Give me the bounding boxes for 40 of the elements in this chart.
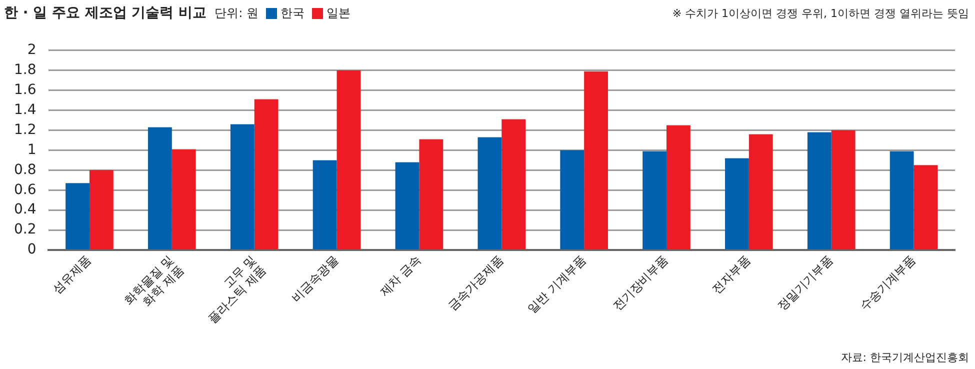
y-tick-label: 2: [27, 42, 36, 58]
bar: [890, 151, 914, 250]
bar: [254, 99, 278, 250]
y-tick-label: 0.2: [14, 222, 36, 238]
bar: [642, 151, 666, 250]
legend-label: 한국: [280, 4, 304, 22]
y-tick-label: 1.4: [14, 102, 36, 118]
bar: [419, 139, 444, 250]
bar: [502, 119, 526, 250]
bar: [584, 71, 608, 250]
x-tick-label: 제차 금속: [376, 252, 424, 300]
bar: [172, 149, 196, 250]
y-tick-label: 1.8: [14, 62, 36, 78]
bar: [560, 150, 584, 250]
bar: [230, 124, 254, 250]
y-tick-label: 0: [27, 242, 36, 258]
legend-label: 일본: [326, 4, 350, 22]
chart-title: 한 · 일 주요 제조업 기술력 비교: [4, 4, 207, 22]
y-tick-label: 1: [27, 142, 36, 158]
chart-subtitle: 단위: 원: [214, 4, 258, 22]
bar: [395, 162, 420, 250]
y-tick-label: 1.6: [14, 82, 36, 98]
bar: [336, 70, 361, 250]
bar: [748, 134, 773, 250]
bar: [89, 170, 114, 250]
bar: [66, 183, 90, 250]
y-tick-label: 0.6: [14, 182, 36, 198]
bar: [831, 130, 856, 250]
bar: [148, 127, 172, 250]
y-tick-label: 1.2: [14, 122, 36, 138]
bar: [666, 125, 690, 250]
bar: [312, 160, 337, 250]
bar: [725, 158, 749, 250]
y-tick-label: 0.4: [14, 202, 36, 218]
bar: [807, 132, 832, 250]
y-tick-label: 0.8: [14, 162, 36, 178]
bar: [478, 137, 502, 250]
bar: [914, 165, 938, 250]
text: 자료: 한국기계산업진흥회: [840, 350, 969, 365]
text: ※ 수치가 1이상이면 경쟁 우위, 1이하면 경쟁 열위라는 뜻임: [672, 6, 969, 21]
